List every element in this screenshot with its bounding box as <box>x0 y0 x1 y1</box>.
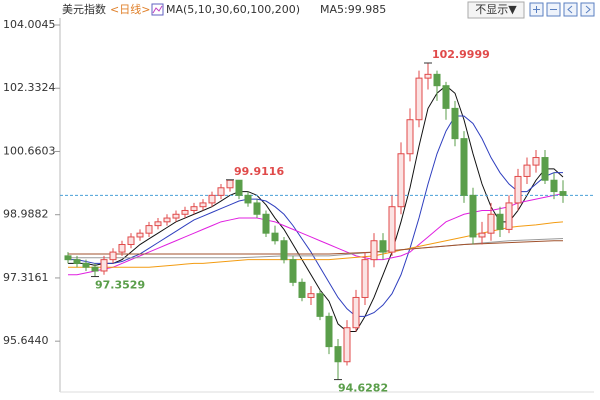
tool-prev[interactable] <box>563 2 578 17</box>
candle-body <box>415 77 423 121</box>
candle-body <box>550 179 558 193</box>
candle-body <box>127 236 135 246</box>
candle-body <box>217 187 225 196</box>
candle-body <box>451 107 459 140</box>
candle-body <box>118 244 126 253</box>
candle-body <box>307 293 315 298</box>
candle-body <box>523 164 531 177</box>
candle-body <box>559 191 567 196</box>
ma-icon-line <box>152 5 163 14</box>
candle-body <box>73 259 81 264</box>
y-tick-label: 97.3161 <box>3 271 49 284</box>
candle-body <box>487 213 495 234</box>
candle-body <box>181 209 189 215</box>
ma-line <box>68 85 564 332</box>
candle-body <box>361 259 369 298</box>
candle-body <box>469 194 477 238</box>
candle-body <box>226 179 234 189</box>
candle-body <box>424 73 432 79</box>
period: <日线> <box>110 2 150 16</box>
candle-body <box>109 251 117 261</box>
candle-body <box>280 240 288 261</box>
toolbar-glyphs <box>533 5 591 14</box>
candle-body <box>532 157 540 166</box>
candle-body <box>442 85 450 109</box>
chart-title: 美元指数 <box>62 2 106 16</box>
glyph <box>585 5 591 14</box>
high-label: 102.9999 <box>432 48 490 61</box>
candle-body <box>235 179 243 196</box>
candle-body <box>460 138 468 196</box>
candle-body <box>208 194 216 204</box>
low-label: 94.6282 <box>338 382 388 395</box>
candle-body <box>172 213 180 219</box>
candle-body <box>352 296 360 329</box>
candle-body <box>388 206 396 253</box>
candle-body <box>370 240 378 261</box>
candle-body <box>379 240 387 253</box>
candle-body <box>343 327 351 363</box>
y-tick-label: 100.6603 <box>3 144 56 157</box>
tool-next[interactable] <box>580 2 595 17</box>
candle-body <box>478 232 486 238</box>
candle-body <box>91 266 99 272</box>
y-tick-label: 95.6440 <box>3 334 49 347</box>
candle-body <box>433 73 441 87</box>
candle-body <box>82 262 90 268</box>
ma-legend: MA(5,10,30,60,100,200) <box>166 3 300 16</box>
y-tick-label: 102.3324 <box>3 81 56 94</box>
high-label: 99.9116 <box>234 165 284 178</box>
low-label: 97.3529 <box>95 279 145 292</box>
toolbar <box>529 2 595 17</box>
ma-line <box>68 237 564 259</box>
candle-body <box>514 175 522 204</box>
candle-body <box>262 213 270 234</box>
candle-body <box>163 217 171 223</box>
candle-body <box>289 259 297 283</box>
hide-button[interactable] <box>467 1 525 19</box>
candle-body <box>406 119 414 155</box>
candle-body <box>244 194 252 204</box>
candle-body <box>505 202 513 230</box>
candle-body <box>190 206 198 211</box>
candle-body <box>199 202 207 208</box>
glyph <box>567 5 573 14</box>
candle-body <box>325 315 333 348</box>
candle-body <box>316 293 324 317</box>
ma-line <box>68 240 563 255</box>
y-tick-label: 98.9882 <box>3 208 49 221</box>
y-tick-label: 104.0045 <box>3 18 56 31</box>
candle-body <box>334 346 342 363</box>
ma-line <box>68 192 564 276</box>
hide-button-label[interactable]: 不显示▼ <box>475 3 517 16</box>
candle-body <box>154 221 162 227</box>
candle-body <box>271 232 279 242</box>
candle-body <box>145 225 153 234</box>
candle-body <box>541 157 549 181</box>
candle-body <box>253 202 261 215</box>
candle-body <box>397 153 405 208</box>
candle-body <box>496 213 504 230</box>
ma-label: MA5:99.985 <box>320 3 386 16</box>
candle-body <box>100 259 108 272</box>
candle-body <box>136 232 144 238</box>
candle-body <box>64 255 72 261</box>
candle-body <box>298 281 306 298</box>
